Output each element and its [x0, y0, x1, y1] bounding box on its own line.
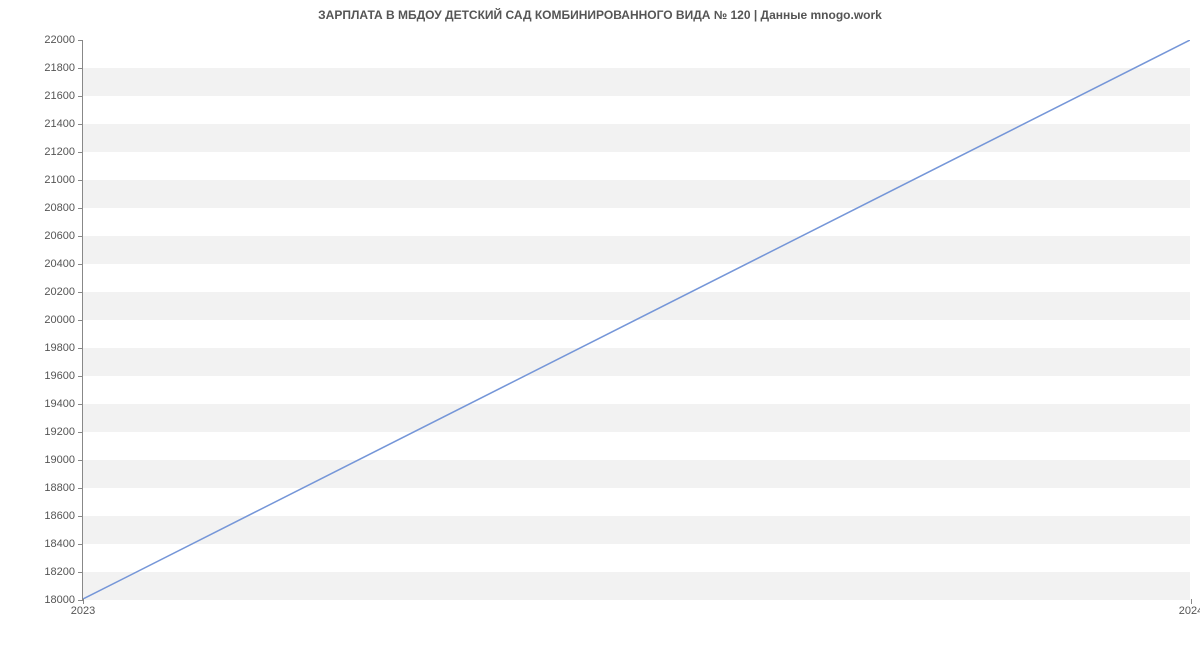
chart-title: ЗАРПЛАТА В МБДОУ ДЕТСКИЙ САД КОМБИНИРОВА…	[0, 8, 1200, 22]
salary-chart: ЗАРПЛАТА В МБДОУ ДЕТСКИЙ САД КОМБИНИРОВА…	[0, 0, 1200, 650]
x-tick-mark	[1191, 599, 1192, 604]
plot-area: 1800018200184001860018800190001920019400…	[82, 40, 1190, 600]
data-line	[83, 40, 1190, 599]
x-tick-label: 2024	[1179, 599, 1200, 617]
line-series	[83, 40, 1190, 599]
x-tick-mark	[83, 599, 84, 604]
